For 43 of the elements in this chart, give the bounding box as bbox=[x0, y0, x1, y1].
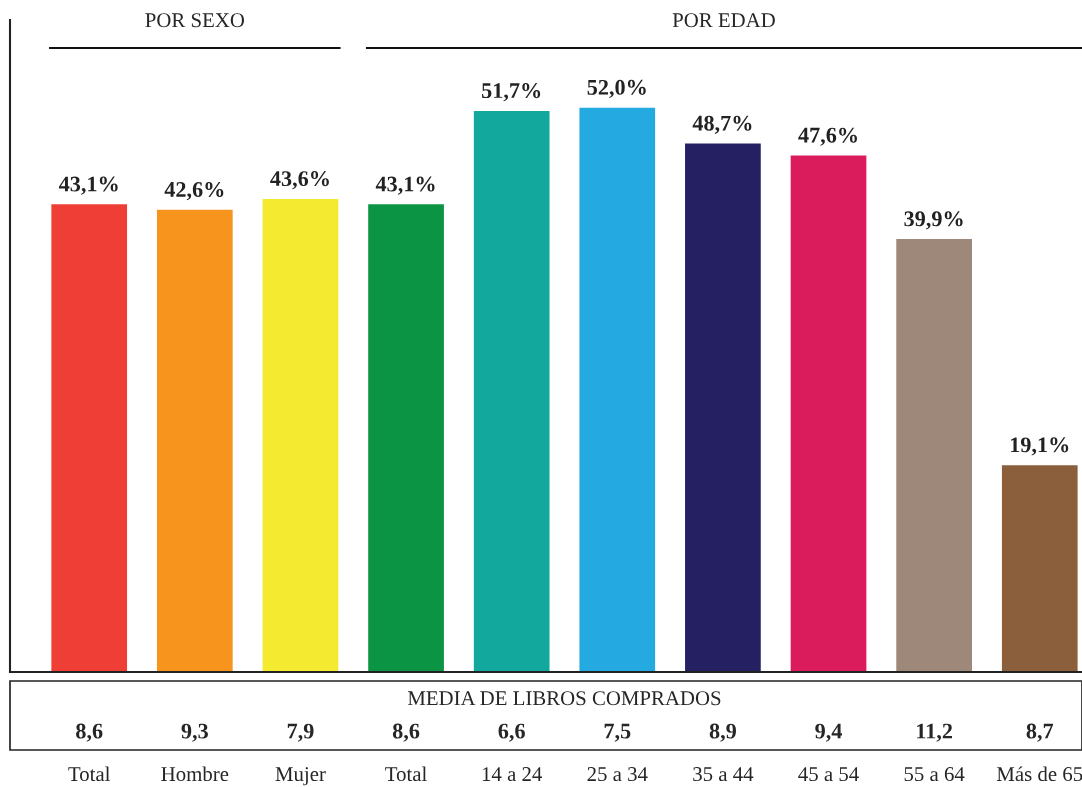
x-tick-label: 14 a 24 bbox=[482, 767, 543, 782]
bar bbox=[578, 106, 657, 672]
text: 9,4 bbox=[815, 723, 842, 742]
bar bbox=[789, 154, 868, 672]
text: 8,7 bbox=[1026, 723, 1054, 742]
x-tick-label: 35 a 44 bbox=[693, 767, 754, 782]
text: 6,6 bbox=[498, 723, 525, 742]
annotation: POR EDAD bbox=[672, 13, 775, 28]
text: MEDIA DE LIBROS COMPRADOS bbox=[407, 691, 721, 706]
annotation: POR SEXO bbox=[145, 13, 245, 28]
data-label: 19,1% bbox=[1010, 437, 1069, 456]
data-label: 43,6% bbox=[270, 171, 329, 190]
x-tick-label: Mujer bbox=[275, 767, 326, 786]
x-tick-label: 55 a 64 bbox=[904, 767, 965, 782]
text: 11,2 bbox=[917, 723, 953, 742]
text: 8,6 bbox=[392, 723, 420, 742]
bar bbox=[1000, 463, 1079, 672]
bar bbox=[366, 202, 446, 672]
text: 7,9 bbox=[287, 723, 314, 742]
text: 8,6 bbox=[76, 723, 103, 742]
x-tick-label: 45 a 54 bbox=[798, 767, 859, 782]
data-label: 48,7% bbox=[692, 115, 752, 134]
bar bbox=[472, 109, 551, 672]
data-label: 43,1% bbox=[375, 176, 435, 195]
text: 9,3 bbox=[181, 723, 208, 742]
data-label: 52,0% bbox=[587, 79, 646, 99]
text: 7,5 bbox=[604, 723, 631, 742]
x-tick-label: 25 a 34 bbox=[587, 767, 648, 782]
data-label: 51,7% bbox=[482, 83, 541, 102]
bar bbox=[683, 142, 763, 672]
bar bbox=[894, 237, 974, 672]
data-label: 42,6% bbox=[164, 181, 224, 201]
x-tick-label: Total bbox=[68, 766, 111, 782]
x-tick-label: Más de 65 bbox=[996, 766, 1082, 782]
data-label: 39,9% bbox=[904, 211, 963, 230]
bar bbox=[261, 197, 340, 672]
text: 8,9 bbox=[709, 723, 736, 742]
x-tick-label: Hombre bbox=[161, 766, 229, 782]
bar bbox=[49, 202, 129, 672]
bar bbox=[155, 208, 235, 672]
data-label: 47,6% bbox=[798, 127, 857, 146]
data-label: 43,1% bbox=[58, 176, 118, 195]
x-tick-label: Total bbox=[385, 766, 427, 782]
